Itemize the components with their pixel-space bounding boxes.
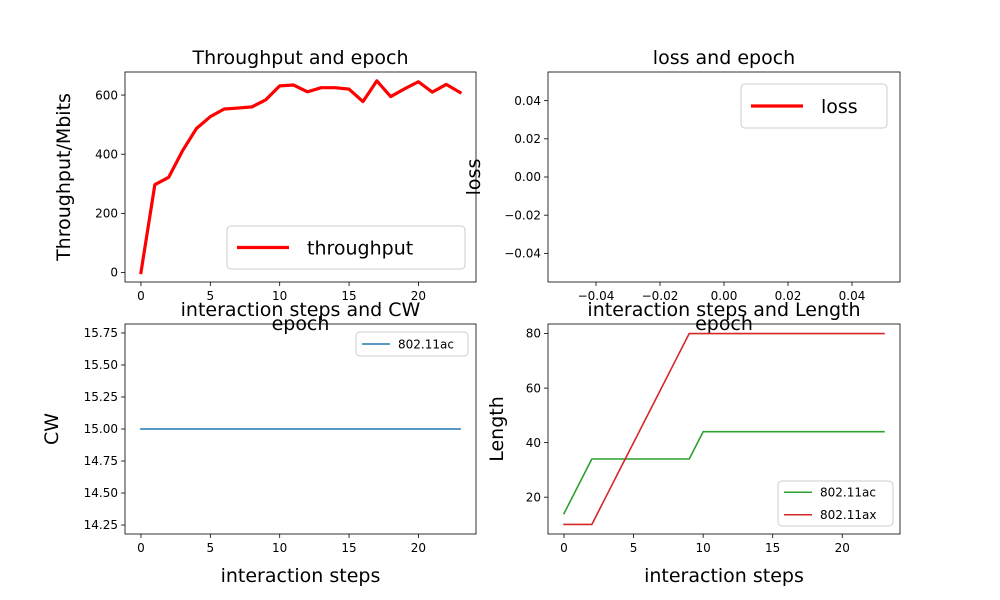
x-tick-label: −0.02 [642,289,679,303]
x-tick-label: −0.04 [578,289,615,303]
subplot-4: 0 5 10 15 20 20 40 60 80 interaction steps and Le… [486,299,901,587]
series-line-1 [139,79,463,275]
x-tick-label: 15 [765,541,780,555]
legend-label: 802.11ax [820,508,876,522]
y-tick-label: 0.00 [514,170,541,184]
y-tick-label: 200 [95,207,118,221]
x-tick-label: 0 [560,541,568,555]
x-tick-label: 0 [137,541,145,555]
y-axis-label: loss [463,159,485,196]
x-tick-label: 10 [695,541,710,555]
series-line-1 [562,430,885,515]
x-tick-label: 20 [835,541,850,555]
legend-label: throughput [307,237,413,259]
x-tick-label: 0.00 [711,289,738,303]
legend-frame [740,83,888,129]
x-tick-label: 15 [341,541,356,555]
legend-label: loss [821,96,858,118]
chart-title: interaction steps and CW [181,299,421,321]
y-axis-label: CW [41,413,63,445]
x-tick-label: 20 [411,541,426,555]
y-tick-label: −0.04 [504,247,541,261]
x-tick-label: 0 [137,289,145,303]
y-tick-label: 15.50 [84,358,118,372]
chart-title: interaction steps and Length [587,299,860,321]
legend-frame [355,331,469,357]
legend: loss [740,83,888,129]
x-tick-label: 10 [272,541,287,555]
y-tick-label: 60 [526,381,541,395]
x-tick-label: 5 [207,289,215,303]
axes-frame [547,323,901,535]
y-tick-label: 80 [526,327,541,341]
subplot-2: −0.04 −0.02 0.00 0.02 0.04 −0.04 −0.02 0.00 0.02… [463,47,901,335]
y-tick-label: 0 [110,266,118,280]
y-tick-label: 20 [526,490,541,504]
y-tick-label: −0.02 [504,208,541,222]
x-tick-label: 5 [630,541,638,555]
y-tick-label: 600 [95,88,118,102]
x-tick-label: 10 [272,289,287,303]
x-axis-label: interaction steps [644,565,804,587]
legend-frame [226,225,466,270]
subplot-3: 0 5 10 15 20 14.25 14.50 14.75 15.00 15.25 15.50 15… [41,299,477,587]
legend-label: 802.11ac [820,486,876,500]
y-tick-label: 15.00 [84,422,118,436]
y-tick-label: 15.25 [84,390,118,404]
y-axis-label: Throughput/Mbits [53,93,75,262]
x-tick-label: 0.02 [775,289,802,303]
series-line-2 [563,332,885,526]
legend-label: 802.11ac [398,337,454,351]
y-tick-label: 40 [526,436,541,450]
legend: throughput [226,225,466,270]
legend: 802.11ac [355,331,469,357]
chart-title: Throughput and epoch [191,47,408,69]
y-tick-label: 0.02 [514,132,541,146]
x-tick-label: 15 [341,289,356,303]
y-tick-label: 15.75 [84,326,118,340]
x-tick-label: 0.04 [839,289,866,303]
x-axis-label: interaction steps [221,565,381,587]
axes-frame [124,71,477,283]
y-tick-label: 400 [95,147,118,161]
y-tick-label: 14.50 [84,486,118,500]
chart-title: loss and epoch [653,47,795,69]
y-axis-label: Length [486,396,508,462]
x-tick-label: 5 [207,541,215,555]
x-tick-label: 20 [411,289,426,303]
y-tick-label: 14.25 [84,518,118,532]
legend: 802.11ac 802.11ax [777,480,894,527]
y-tick-label: 0.04 [514,94,541,108]
y-tick-label: 14.75 [84,454,118,468]
